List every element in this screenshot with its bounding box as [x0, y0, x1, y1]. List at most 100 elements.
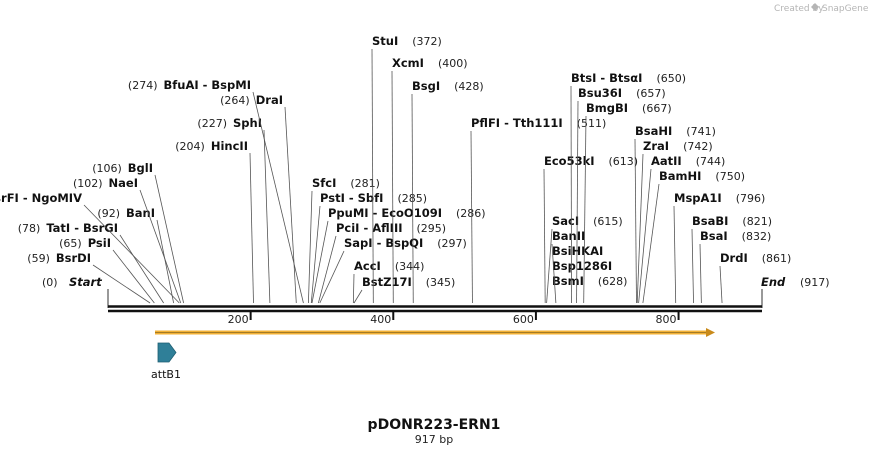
site-drdi[interactable]: DrdI (861): [719, 251, 792, 304]
site-position: (274): [128, 79, 158, 92]
site-label: BsaI: [700, 229, 728, 243]
site-bstz17i[interactable]: BstZ17I (345): [353, 275, 456, 304]
site-connector: [411, 93, 414, 304]
site-ppumi[interactable]: PpuMI - EcoO109I (286): [311, 206, 486, 304]
site-bfuai[interactable]: BfuAI - BspMI (274): [128, 78, 304, 304]
site-label: XcmI: [392, 56, 424, 70]
site-position: (511): [577, 117, 607, 130]
site-label: BsaBI: [692, 214, 728, 228]
site-xcmi[interactable]: XcmI (400): [391, 56, 468, 304]
site-position: (613): [609, 155, 639, 168]
site-label: AatII: [651, 154, 682, 168]
site-label: StuI: [372, 34, 398, 48]
credit-text: Created by: [774, 4, 824, 14]
site-connector: [719, 265, 723, 304]
site-bmgbi[interactable]: BmgBI (667): [583, 101, 672, 304]
site-label: DraI: [256, 93, 283, 107]
site-connector: [673, 205, 677, 304]
site-position: (227): [197, 117, 227, 130]
site-connector: [699, 243, 702, 304]
ruler: 200 400 600 800: [228, 312, 680, 326]
site-connector: [83, 204, 180, 304]
site-zrai[interactable]: ZraI (742): [636, 139, 713, 304]
site-label: SphI: [233, 116, 262, 130]
site-pflfi[interactable]: PflFI - Tth111I (511): [470, 116, 607, 304]
ruler-tick-label: 600: [513, 313, 534, 326]
site-saci[interactable]: SacI (615): [546, 214, 623, 304]
site-connector: [154, 174, 184, 304]
site-bani[interactable]: BanI (92): [97, 206, 175, 304]
site-position: (657): [636, 87, 666, 100]
site-label: BsmI: [552, 274, 584, 288]
site-sphi[interactable]: SphI (227): [197, 116, 271, 304]
site-position: (106): [92, 162, 122, 175]
site-position: (796): [736, 192, 766, 205]
site-label: BtsI - BtsαI: [571, 71, 642, 85]
map-title: pDONR223-ERN1: [368, 417, 501, 433]
site-bsahi[interactable]: BsaHI (741): [634, 124, 716, 304]
site-acci[interactable]: AccI (344): [352, 259, 424, 304]
site-connector: [353, 289, 363, 304]
site-bgli[interactable]: BglI (106): [92, 161, 184, 304]
site-position: (281): [350, 177, 380, 190]
site-position: (102): [73, 177, 103, 190]
site-connector: [576, 100, 579, 304]
site-connector: [551, 243, 557, 304]
site-bsgi[interactable]: BsgI (428): [411, 79, 484, 304]
site-connector: [112, 249, 155, 304]
site-label: BsrFI - NgoMIV: [0, 191, 82, 205]
site-connector: [636, 153, 644, 304]
site-position: (667): [642, 102, 672, 115]
site-bamhi[interactable]: BamHI (750): [642, 169, 745, 304]
site-aatii[interactable]: AatII (744): [638, 154, 726, 304]
site-mspa1i[interactable]: MspA1I (796): [673, 191, 766, 304]
site-bsrdi[interactable]: BsrDI (59): [27, 251, 151, 304]
site-label: BstZ17I: [362, 275, 412, 289]
site-naei[interactable]: NaeI (102): [73, 176, 182, 304]
site-label: Eco53kI: [544, 154, 595, 168]
site-label: PpuMI - EcoO109I: [328, 206, 442, 220]
site-label: BanII: [552, 229, 585, 243]
site-stui[interactable]: StuI (372): [371, 34, 442, 304]
site-position: (264): [220, 94, 250, 107]
site-label: NaeI: [109, 176, 138, 190]
site-connector: [318, 235, 337, 304]
site-position: (861): [762, 252, 792, 265]
site-connector: [156, 219, 175, 304]
site-connector: [583, 115, 587, 304]
site-sapi[interactable]: SapI - BspQI (297): [319, 236, 467, 304]
site-position: (345): [426, 276, 456, 289]
site-label: TatI - BsrGI: [46, 221, 118, 235]
site-connector: [92, 264, 151, 304]
site-position: (92): [97, 207, 120, 220]
site-hincii[interactable]: HincII (204): [175, 139, 254, 304]
site-label: HincII: [211, 139, 248, 153]
site-pcii[interactable]: PciI - AflIII (295): [318, 221, 446, 304]
site-connector: [470, 130, 473, 304]
site-connector: [634, 138, 637, 304]
site-psii[interactable]: PsiI (65): [59, 236, 155, 304]
attB1-arrow-icon: [157, 342, 177, 363]
site-label: BglI: [128, 161, 153, 175]
site-position: (78): [18, 222, 41, 235]
site-eco53ki[interactable]: Eco53kI (613): [543, 154, 639, 304]
orf-arrow[interactable]: [155, 328, 715, 337]
site-drai[interactable]: DraI (264): [220, 93, 297, 304]
restriction-sites: BsrDI (59) PsiI (65) TatI - BsrGI (78) BanI (92…: [0, 34, 792, 304]
site-bsrfi[interactable]: BsrFI - NgoMIV(100): [0, 191, 180, 304]
site-connector: [319, 250, 345, 304]
site-btsi[interactable]: BtsI - BtsαI (650): [570, 71, 686, 304]
site-bsu36i[interactable]: Bsu36I (657): [576, 86, 666, 304]
site-position: (372): [412, 35, 442, 48]
site-bsai[interactable]: BsaI (832): [699, 229, 772, 304]
sequence-backbone: [108, 305, 762, 313]
site-bsabi[interactable]: BsaBI (821): [691, 214, 772, 304]
start-pos: (0): [42, 276, 58, 289]
site-position: (832): [742, 230, 772, 243]
site-psti[interactable]: PstI - SbfI (285): [310, 191, 427, 304]
site-label: PciI - AflIII: [336, 221, 403, 235]
feature-attB1[interactable]: attB1: [151, 342, 181, 381]
site-position: (297): [437, 237, 467, 250]
